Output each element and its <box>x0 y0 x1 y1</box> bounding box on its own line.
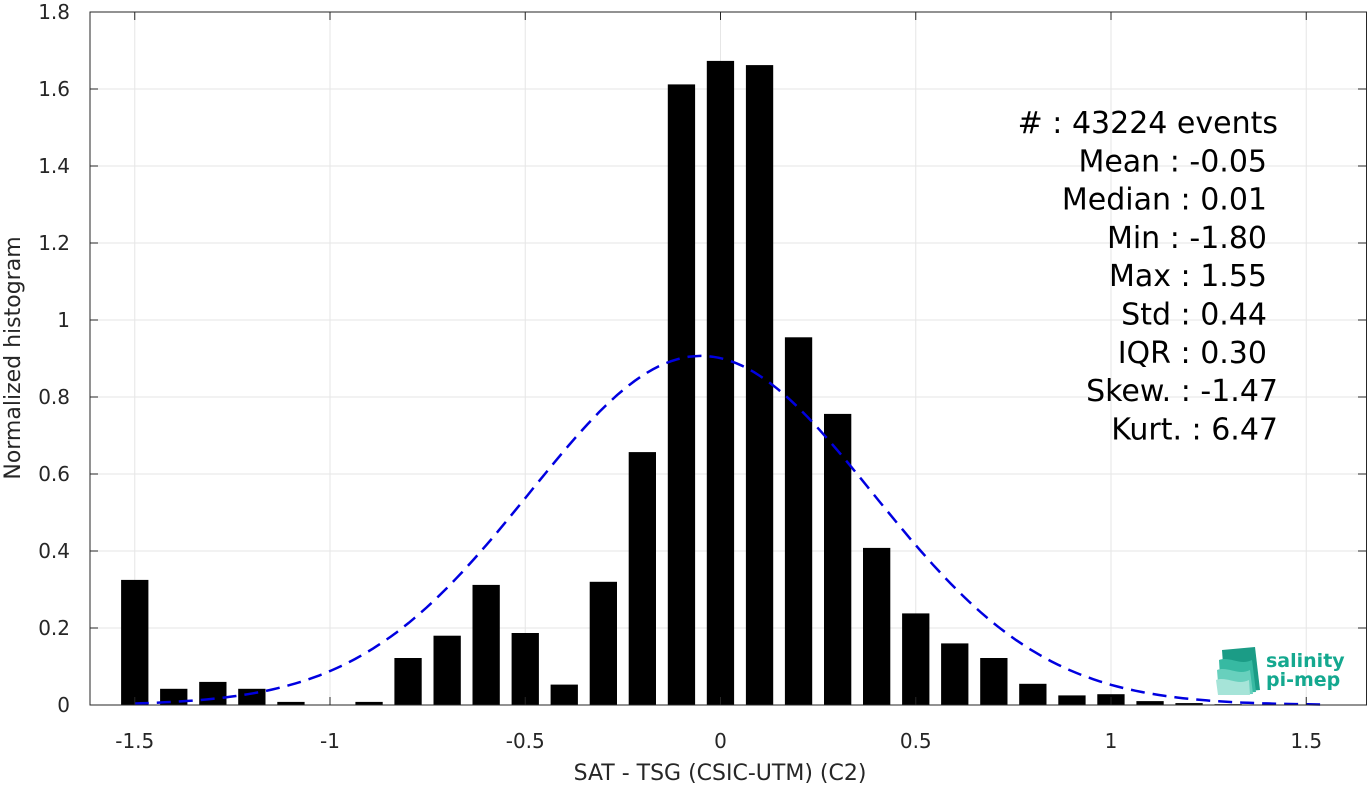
histogram-bar <box>667 84 696 705</box>
y-tick-label: 0 <box>57 693 70 717</box>
stat-line: Kurt. : 6.47 <box>1111 412 1278 447</box>
histogram-bar <box>1058 695 1086 705</box>
histogram-bar <box>394 658 422 705</box>
gaussian-fit-curve <box>134 354 1326 706</box>
logo-wave-icon <box>1216 647 1260 695</box>
histogram-bar <box>941 643 969 705</box>
histogram-bar <box>706 60 735 705</box>
histogram-bar <box>589 581 617 705</box>
histogram-bar <box>550 684 578 705</box>
histogram-bar <box>902 613 930 705</box>
y-tick-label: 0.8 <box>38 385 70 409</box>
histogram-bar <box>824 413 852 705</box>
stat-line: Mean : -0.05 <box>1078 144 1267 179</box>
histogram-bar <box>628 452 656 705</box>
x-tick-label: -1 <box>320 729 340 753</box>
logo-line1: salinity <box>1266 650 1345 672</box>
y-tick-label: 0.6 <box>38 462 70 486</box>
histogram-bar <box>433 635 461 705</box>
stat-line: Median : 0.01 <box>1062 183 1267 218</box>
x-tick-labels: -1.5 -1 -0.5 0 0.5 1 1.5 <box>115 729 1322 753</box>
histogram-bar <box>980 658 1008 705</box>
y-tick-labels: 0 0.2 0.4 0.6 0.8 1 1.2 1.4 1.6 1.8 <box>38 0 70 717</box>
stat-line: # : 43224 events <box>1018 106 1278 141</box>
histogram-bar <box>277 701 305 705</box>
x-tick-label: 0.5 <box>900 729 932 753</box>
stat-line: IQR : 0.30 <box>1118 336 1267 371</box>
stat-line: Min : -1.80 <box>1107 221 1267 256</box>
y-tick-label: 1.8 <box>38 0 70 24</box>
stat-line: Skew. : -1.47 <box>1086 374 1278 409</box>
x-tick-label: 1 <box>1105 729 1118 753</box>
histogram-bar <box>1019 683 1047 705</box>
y-tick-label: 1.4 <box>38 154 70 178</box>
x-tick-label: -0.5 <box>506 729 545 753</box>
histogram-bar <box>1136 701 1164 705</box>
stat-line: Std : 0.44 <box>1121 298 1267 333</box>
stat-line: Max : 1.55 <box>1109 259 1267 294</box>
x-tick-label: 0 <box>714 729 727 753</box>
histogram-bar <box>121 579 149 705</box>
histogram-bar <box>199 681 227 705</box>
histogram-bar <box>511 633 539 705</box>
logo-line2: pi-mep <box>1266 669 1340 691</box>
x-tick-label: 1.5 <box>1290 729 1322 753</box>
histogram-bar <box>745 65 774 706</box>
histogram-bar <box>238 688 266 705</box>
histogram-bar <box>784 337 813 705</box>
histogram-bar <box>1175 703 1203 705</box>
histogram-bar <box>863 547 891 705</box>
x-axis-label: SAT - TSG (CSIC-UTM) (C2) <box>574 761 867 785</box>
y-tick-label: 1.2 <box>38 231 70 255</box>
histogram-bars <box>121 60 1320 706</box>
salinity-pi-mep-logo: salinity pi-mep <box>1216 647 1345 695</box>
x-tick-label: -1.5 <box>115 729 154 753</box>
histogram-bar <box>355 701 383 705</box>
histogram-bar <box>472 584 500 705</box>
y-tick-label: 0.4 <box>38 539 70 563</box>
y-tick-label: 0.2 <box>38 616 70 640</box>
y-axis-label: Normalized histogram <box>1 236 26 479</box>
y-tick-label: 1 <box>57 308 70 332</box>
y-tick-label: 1.6 <box>38 77 70 101</box>
